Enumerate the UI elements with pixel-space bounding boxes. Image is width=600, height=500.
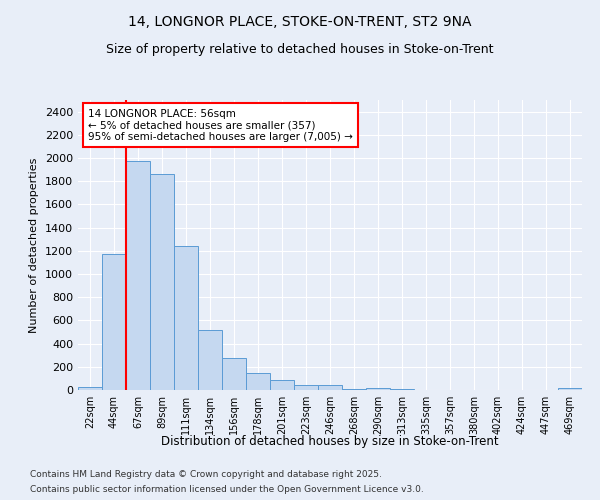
Text: Contains public sector information licensed under the Open Government Licence v3: Contains public sector information licen… bbox=[30, 485, 424, 494]
Bar bbox=[126, 161, 150, 390]
Text: Distribution of detached houses by size in Stoke-on-Trent: Distribution of detached houses by size … bbox=[161, 435, 499, 448]
Bar bbox=[270, 380, 294, 390]
Text: Size of property relative to detached houses in Stoke-on-Trent: Size of property relative to detached ho… bbox=[106, 42, 494, 56]
Bar bbox=[102, 254, 126, 390]
Bar bbox=[246, 372, 270, 390]
Bar bbox=[222, 358, 246, 390]
Text: 14, LONGNOR PLACE, STOKE-ON-TRENT, ST2 9NA: 14, LONGNOR PLACE, STOKE-ON-TRENT, ST2 9… bbox=[128, 15, 472, 29]
Bar bbox=[294, 386, 318, 390]
Bar bbox=[150, 174, 174, 390]
Y-axis label: Number of detached properties: Number of detached properties bbox=[29, 158, 40, 332]
Bar bbox=[174, 246, 198, 390]
Bar bbox=[78, 387, 102, 390]
Text: 14 LONGNOR PLACE: 56sqm
← 5% of detached houses are smaller (357)
95% of semi-de: 14 LONGNOR PLACE: 56sqm ← 5% of detached… bbox=[88, 108, 353, 142]
Bar bbox=[198, 330, 222, 390]
Bar bbox=[366, 388, 390, 390]
Text: Contains HM Land Registry data © Crown copyright and database right 2025.: Contains HM Land Registry data © Crown c… bbox=[30, 470, 382, 479]
Bar bbox=[318, 386, 342, 390]
Bar bbox=[558, 388, 582, 390]
